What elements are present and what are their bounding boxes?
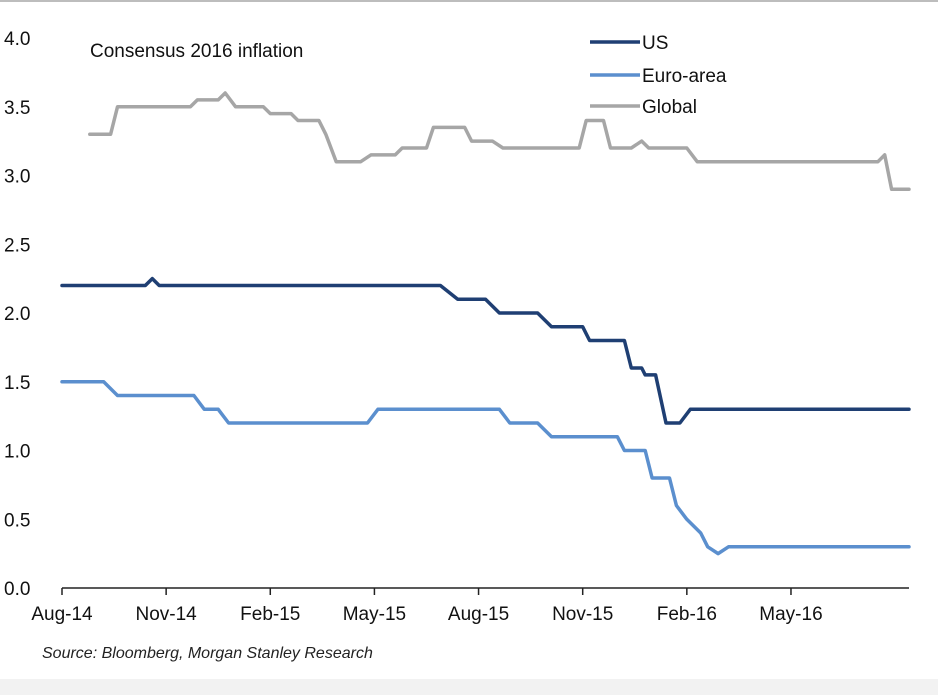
y-tick-label: 1.5 [4,373,30,394]
series-line-us [60,276,911,425]
chart-title: Consensus 2016 inflation [90,41,304,62]
bottom-band [0,679,938,695]
x-tick-label: Feb-15 [240,604,300,625]
x-tick-label: Aug-15 [448,604,509,625]
legend: US Euro-area Global [590,33,727,118]
x-tick-label: Feb-16 [657,604,717,625]
top-border [0,0,938,2]
series-line-euro-area [60,380,911,556]
x-axis-ticks: Aug-14 Nov-14 Feb-15 May-15 Aug-15 Nov-15 Feb-… [31,588,823,625]
x-tick-label: Nov-14 [136,604,198,625]
y-tick-label: 3.5 [4,98,30,119]
y-tick-label: 4.0 [4,29,30,50]
y-tick-label: 2.5 [4,235,30,256]
y-tick-label: 0.0 [4,579,30,600]
y-tick-label: 0.5 [4,510,30,531]
legend-label-global: Global [642,97,697,118]
x-tick-label: Aug-14 [31,604,93,625]
legend-label-us: US [642,33,668,54]
series-line-global [88,91,911,192]
series-lines [60,91,911,556]
x-tick-label: May-16 [759,604,822,625]
y-axis-ticks: 0.0 0.5 1.0 1.5 2.0 2.5 3.0 3.5 4.0 [4,29,30,600]
y-tick-label: 2.0 [4,304,30,325]
chart-source: Source: Bloomberg, Morgan Stanley Resear… [42,645,373,662]
x-tick-label: Nov-15 [552,604,613,625]
y-tick-label: 3.0 [4,167,30,188]
legend-label-euro-area: Euro-area [642,66,727,87]
y-tick-label: 1.0 [4,442,30,463]
x-tick-label: May-15 [343,604,406,625]
